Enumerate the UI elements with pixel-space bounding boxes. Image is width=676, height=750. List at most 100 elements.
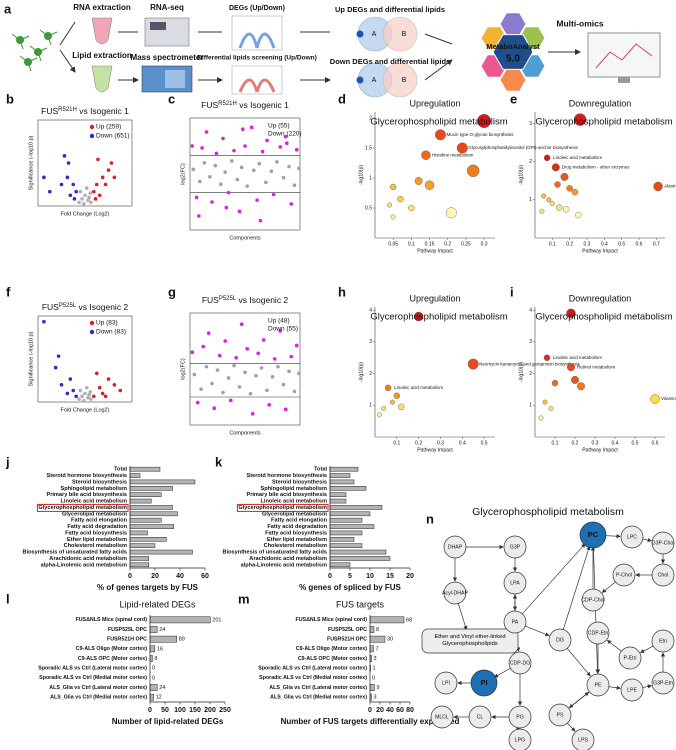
x-axis-label: Pathway Impact [582, 248, 618, 254]
data-point [199, 387, 203, 391]
bar [149, 635, 177, 643]
value-label: 0 [152, 675, 155, 681]
bar [329, 530, 363, 536]
data-point [237, 209, 242, 214]
value-label: 3 [374, 695, 377, 701]
data-point [92, 394, 96, 399]
node-label: MLCL [435, 714, 449, 720]
data-point [100, 391, 105, 396]
data-point [281, 175, 286, 180]
x-axis-label: Fold Change (Log2) [61, 211, 110, 217]
panel-letter: a [4, 1, 12, 16]
bubble [543, 354, 551, 361]
category-label: Steroid hormone biosynthesis [246, 473, 327, 479]
category-label: FUSP525L OPC [328, 627, 367, 633]
chart-title: FUSR521H vs Isogenic 1 [201, 100, 289, 110]
pathway-edge [640, 645, 654, 653]
bar [329, 537, 355, 542]
data-point [221, 390, 225, 395]
category-label: Cholesterol metabolism [264, 543, 327, 549]
y-tick-label: 1 [529, 197, 532, 203]
data-point [86, 395, 90, 400]
y-tick-label: 1.5 [365, 145, 372, 151]
pathway-node [468, 705, 492, 729]
data-point [103, 182, 108, 187]
node-label: LPI [442, 680, 450, 686]
point-label: Drug metabolism - other enzymes [562, 165, 630, 170]
annotation: Up (55) [268, 123, 290, 130]
bar [329, 556, 391, 561]
y-axis-label: log2(FC) [180, 358, 186, 380]
data-point [265, 388, 269, 393]
data-point [65, 175, 70, 180]
data-point [68, 377, 73, 381]
category-label: Ether lipid metabolism [267, 537, 327, 543]
x-tick-label: 0.3 [584, 241, 591, 247]
pathway-node [581, 588, 605, 612]
x-tick-label: 20 [376, 707, 384, 714]
category-label: Fatty acid biosynthesis [65, 530, 127, 536]
label: DEGs (Up/Down) [229, 5, 285, 12]
category-label: C9-ALS Oligo (Motor cortex) [76, 646, 147, 652]
chart-title: Downregulation [569, 98, 632, 108]
category-label: Sporadic ALS vs Ctrl (Lateral motor cort… [38, 666, 147, 672]
point-label: Neomycin kanamycin and gentamicin biosyn… [479, 361, 580, 366]
data-point [243, 370, 247, 375]
x-tick-label: 0.3 [592, 440, 599, 446]
data-point [219, 182, 223, 187]
x-tick-label: 0.5 [618, 241, 625, 247]
y-axis-label: -log10(p) [518, 362, 524, 382]
y-tick-label: 4 [529, 307, 532, 313]
category-label: C9-ALS Oligo (Motor cortex) [296, 646, 367, 652]
bubble [556, 204, 563, 211]
data-point [192, 372, 197, 377]
chart-title: FUSP525L vs Isogenic 2 [42, 302, 129, 312]
pathway-node [620, 678, 644, 702]
data-point [109, 161, 114, 165]
plot-frame [189, 117, 301, 231]
venn-b [382, 16, 418, 52]
y-tick-label: 1 [369, 175, 372, 181]
bubble [397, 195, 404, 203]
data-point [191, 167, 196, 172]
legend-label: Up (83) [96, 320, 118, 327]
node-label: DG [556, 637, 564, 643]
x-axis-label: Pathway Impact [417, 447, 453, 453]
category-label: Glycerophospholipid metabolism [238, 505, 327, 511]
category-label: alpha-Linolenic acid metabolism [41, 562, 127, 568]
data-point [190, 350, 194, 355]
point-label: Mucin type O-glycan biosynthesis [446, 132, 514, 137]
label: Lipid extraction [72, 51, 132, 60]
x-axis-label: Components [229, 430, 260, 436]
data-point [294, 343, 299, 348]
bubble [376, 412, 382, 418]
node-label: DHAP [448, 544, 463, 550]
bar [129, 543, 156, 548]
category-label: Steroid biosynthesis [272, 479, 327, 485]
panel-letter: h [338, 284, 346, 299]
pathway-node [421, 628, 519, 654]
venn-b [382, 62, 418, 98]
x-tick-label: 0.1 [552, 440, 559, 446]
value-label: 201 [212, 617, 221, 623]
data-point [92, 189, 96, 194]
bar [329, 543, 363, 548]
bar [329, 524, 375, 529]
data-point [269, 169, 274, 173]
arrow [300, 31, 330, 80]
x-tick-label: 0.4 [601, 241, 608, 247]
bubble [548, 406, 554, 411]
value-label: 12 [156, 695, 162, 701]
pathway-node [503, 610, 527, 634]
data-point [88, 191, 93, 195]
category-label: Fatty acid biosynthesis [265, 530, 327, 536]
bubble [551, 379, 559, 387]
x-tick-label: 0.2 [566, 241, 573, 247]
category-label: Fatty acid degradation [267, 524, 327, 530]
category-label: Sporadic ALS vs Ctrl (Lateral motor cort… [258, 666, 367, 672]
x-tick-label: 0.2 [572, 440, 579, 446]
tool-name: MetaboAnalyst [486, 42, 540, 51]
node-label: Ether and Vinyl ether-linked Glycerophos… [434, 634, 506, 647]
venn-label: B [402, 31, 407, 38]
category-label: Linoleic acid metabolism [260, 499, 327, 505]
